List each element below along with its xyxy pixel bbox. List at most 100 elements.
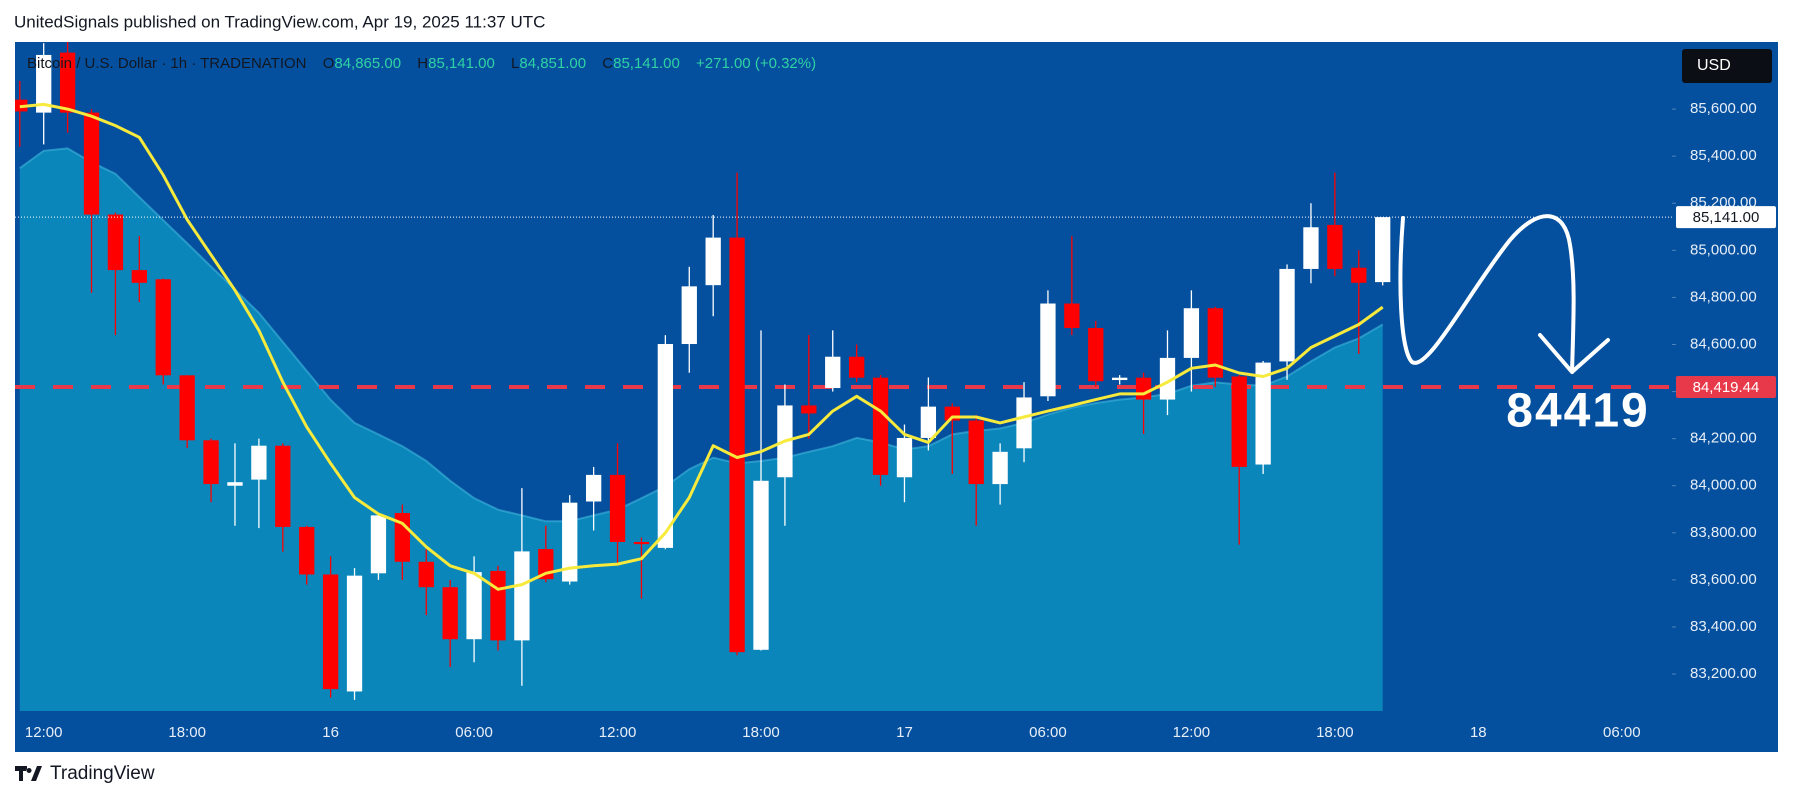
candle-body <box>490 570 506 641</box>
x-tick-label: 18 <box>1470 724 1487 741</box>
plot-area <box>15 42 1672 711</box>
legend: Bitcoin / U.S. Dollar · 1h · TRADENATION… <box>27 55 816 72</box>
overlay: 83,200.00 83,400.00 83,600.00 83,800.00 84,0… <box>25 100 1776 741</box>
legend-value: 85,141.00 <box>613 55 680 72</box>
x-tick-label: 17 <box>896 724 913 741</box>
y-tick-label: 83,600.00 <box>1690 571 1757 588</box>
candle-body <box>848 356 865 378</box>
candle-body <box>322 574 339 690</box>
moving-average <box>19 102 1384 591</box>
x-tick-label: 12:00 <box>599 724 637 741</box>
candle-body <box>1303 227 1319 269</box>
candle-body <box>920 406 937 438</box>
candle-body <box>1279 268 1295 362</box>
x-tick-label: 12:00 <box>25 724 63 741</box>
legend-value: 85,141.00 <box>428 55 495 72</box>
x-tick-label: 18:00 <box>1316 724 1354 741</box>
y-tick-label: 83,400.00 <box>1690 618 1757 635</box>
candle-body <box>418 561 434 588</box>
candle-body <box>1207 308 1223 378</box>
currency: USD <box>1697 57 1731 74</box>
x-tick-label: 06:00 <box>1029 724 1067 741</box>
price-level-tag <box>1676 375 1776 398</box>
last-price-tag <box>1676 206 1776 229</box>
candle-body <box>514 551 530 641</box>
candle-body <box>442 587 458 640</box>
y-tick-label: 84,200.00 <box>1690 430 1757 447</box>
candle-body <box>346 575 363 692</box>
candle-body <box>1255 362 1271 465</box>
candle-body <box>1135 377 1152 400</box>
candle-body <box>299 526 315 575</box>
candle-body <box>992 451 1008 485</box>
currency-box <box>1682 49 1772 83</box>
legend-value: 84,851.00 <box>519 55 586 72</box>
candle-body <box>1016 397 1032 449</box>
candle-body <box>896 437 913 478</box>
x-tick-label: 18:00 <box>742 724 780 741</box>
candle-body <box>59 52 76 113</box>
legend-label: L <box>511 55 519 72</box>
price-level-label: 84,419.44 <box>1693 379 1760 396</box>
last-price-label: 85,141.00 <box>1693 209 1760 226</box>
candle-body <box>275 445 291 527</box>
candle-body <box>585 474 602 502</box>
brand-logo <box>15 766 42 781</box>
candle-body <box>705 237 721 286</box>
area-fill <box>19 148 1383 711</box>
candle-body <box>633 541 650 545</box>
hand-drawn-arrow <box>1398 214 1610 374</box>
candle-body <box>1351 267 1367 283</box>
candle-body <box>131 270 147 283</box>
candle-body <box>466 572 482 640</box>
x-tick-label: 18:00 <box>168 724 206 741</box>
y-tick-label: 83,200.00 <box>1690 665 1757 682</box>
legend-label: H <box>417 55 428 72</box>
x-tick-label: 16 <box>322 724 339 741</box>
candle-body <box>801 405 817 414</box>
candle-body <box>609 474 626 542</box>
candle-body <box>83 112 100 215</box>
candle-body <box>968 420 984 485</box>
legend-change: +271.00 (+0.32%) <box>696 55 816 72</box>
candle-body <box>107 214 124 271</box>
brand: TradingView <box>50 763 155 784</box>
candle-body <box>729 237 745 653</box>
y-tick-label: 84,000.00 <box>1690 477 1757 494</box>
candle-body <box>657 344 674 548</box>
candle-body <box>1327 224 1343 269</box>
candle-body <box>562 502 578 582</box>
candle-body <box>370 515 387 574</box>
candle-body <box>36 54 52 113</box>
candle-body <box>1088 328 1104 382</box>
legend-value: 84,865.00 <box>334 55 401 72</box>
y-tick-label: 85,000.00 <box>1690 241 1757 258</box>
x-tick-label: 06:00 <box>455 724 493 741</box>
legend-label: O <box>323 55 335 72</box>
candle-body <box>753 480 769 650</box>
candle-body <box>1040 303 1056 397</box>
candle-body <box>681 286 697 345</box>
candle-body <box>1112 377 1128 381</box>
y-tick-label: 85,400.00 <box>1690 147 1757 164</box>
x-tick-label: 06:00 <box>1603 724 1641 741</box>
candle-body <box>203 440 219 485</box>
y-tick-label: 84,600.00 <box>1690 335 1757 352</box>
y-tick-label: 84,800.00 <box>1690 288 1757 305</box>
candle-body <box>872 377 889 475</box>
legend-symbol: Bitcoin / U.S. Dollar · 1h · TRADENATION <box>27 55 307 72</box>
candle-body <box>155 279 171 376</box>
x-tick-label: 12:00 <box>1173 724 1211 741</box>
candle-body <box>825 356 841 389</box>
candle-body <box>1375 217 1391 283</box>
publish-header: UnitedSignals published on TradingView.c… <box>14 12 545 31</box>
candle-body <box>1231 376 1247 467</box>
y-tick-label: 85,600.00 <box>1690 100 1757 117</box>
legend-label: C <box>602 55 613 72</box>
y-tick-label: 83,800.00 <box>1690 524 1757 541</box>
area-edge <box>19 147 1384 523</box>
annotation: 84419 <box>1506 385 1649 438</box>
candle-body <box>251 445 267 480</box>
candle-body <box>1159 357 1176 400</box>
